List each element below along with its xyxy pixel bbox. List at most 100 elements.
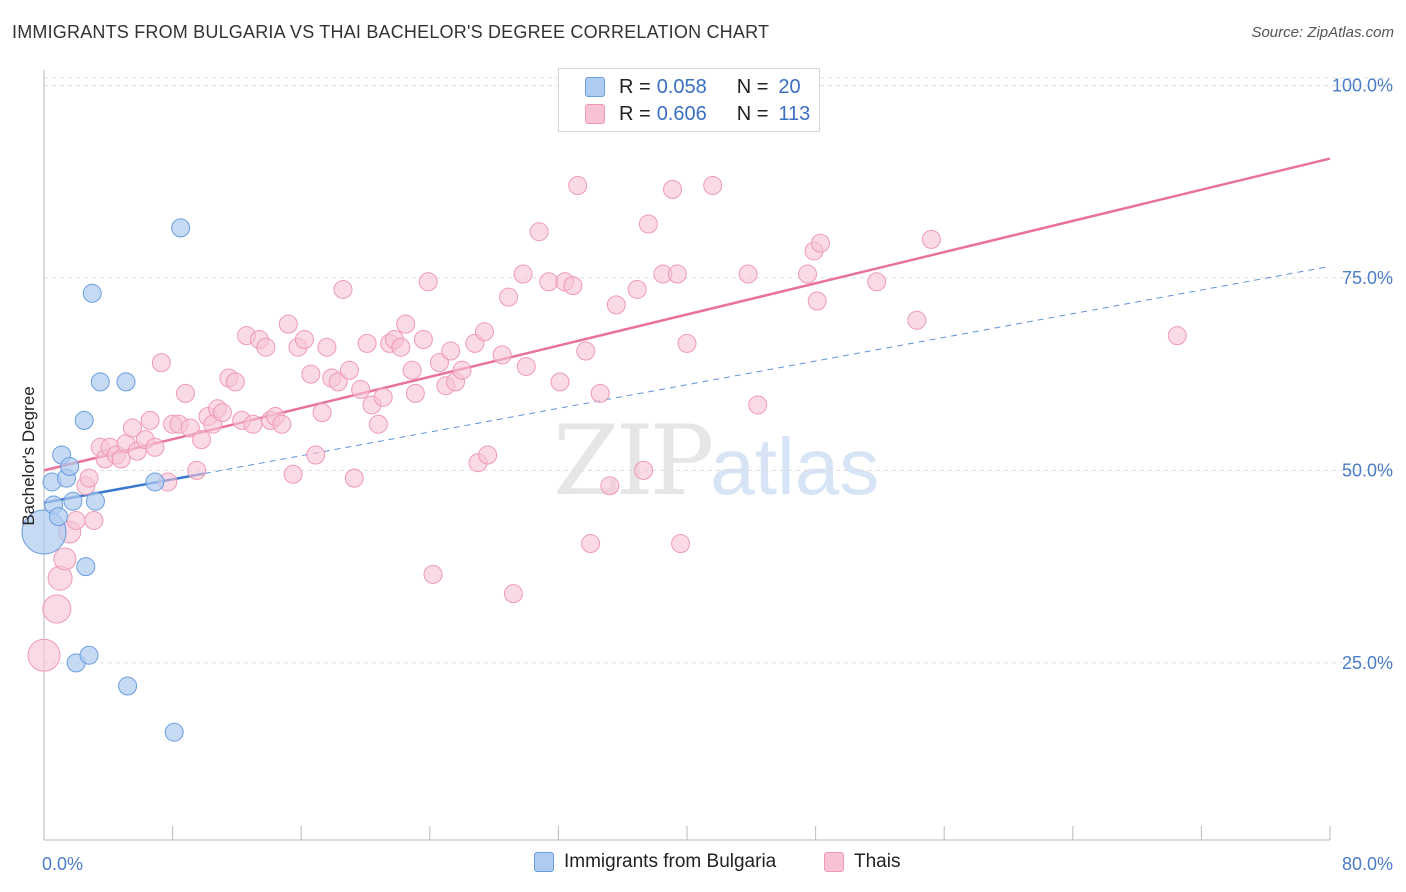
thai-point: [283, 464, 303, 484]
thai-point: [373, 387, 393, 407]
thai-point: [351, 380, 371, 400]
thai-point: [807, 291, 827, 311]
thai-point: [516, 356, 536, 376]
thai-point: [294, 330, 314, 349]
thai-point: [396, 314, 416, 334]
thai-point: [145, 437, 165, 457]
thai-point: [429, 353, 449, 373]
thai-point: [703, 176, 723, 195]
legend-n-value: 20: [778, 75, 801, 98]
watermark-atlas: atlas: [710, 422, 880, 511]
thai-legend-swatch: [824, 852, 844, 872]
bulgaria-trend-extension: [204, 265, 1331, 474]
thai-point: [272, 414, 292, 434]
watermark-zip: ZIP: [553, 405, 714, 517]
thai-point: [581, 534, 601, 554]
thai-point: [423, 564, 443, 584]
chart-title: IMMIGRANTS FROM BULGARIA VS THAI BACHELO…: [12, 22, 770, 42]
thai-point: [798, 264, 818, 284]
thai-point: [53, 547, 77, 571]
legend-r-value: 0.606: [656, 102, 707, 125]
legend-n-label: N =: [736, 102, 769, 125]
axes: [43, 70, 1331, 841]
thai-point: [441, 341, 461, 361]
legend-n-label: N =: [736, 75, 769, 98]
legend-label-thai: Thais: [854, 851, 901, 872]
thai-point: [600, 476, 620, 496]
thai-point: [627, 279, 647, 299]
thai-point: [79, 468, 99, 488]
bulgaria-point: [82, 283, 102, 303]
thai-point: [122, 418, 142, 438]
bulgaria-point: [63, 491, 83, 511]
thai-point: [606, 295, 626, 315]
thai-point: [667, 264, 687, 284]
bulgaria-swatch: [585, 77, 605, 97]
thai-point: [27, 638, 61, 672]
thai-point: [413, 330, 433, 349]
thai-point: [539, 272, 559, 292]
thai-point: [175, 383, 195, 403]
thai-point: [671, 534, 691, 554]
thai-point: [677, 333, 697, 353]
thai-point: [418, 272, 438, 292]
thai-point: [503, 584, 523, 604]
thai-point: [278, 314, 298, 334]
bulgaria-point: [164, 722, 184, 742]
thai-point: [391, 337, 411, 357]
legend-r-value: 0.058: [656, 75, 707, 98]
thai-point: [312, 403, 332, 423]
thai-point: [452, 360, 472, 380]
bulgaria-point: [48, 507, 68, 527]
thai-point: [192, 430, 212, 450]
legend-r-label: R =: [619, 102, 651, 125]
thai-point: [907, 310, 927, 330]
x-tick-label: 0.0%: [42, 854, 83, 874]
thai-point: [357, 333, 377, 353]
bulgaria-point: [145, 472, 165, 492]
bulgaria-legend-swatch: [534, 852, 554, 872]
legend-n-value: 113: [778, 102, 811, 125]
thai-point: [212, 403, 232, 423]
thai-point: [663, 179, 683, 199]
correlation-legend: R = 0.058 N = 20 R = 0.606 N = 113: [558, 68, 820, 132]
thai-point: [328, 372, 348, 392]
thai-point: [402, 360, 422, 380]
tick-labels: 25.0% 50.0% 75.0% 100.0% 0.0% 80.0% Bachelor's…: [19, 75, 1393, 874]
thai-point: [405, 383, 425, 403]
bulgaria-point: [90, 372, 110, 392]
thai-point: [140, 410, 160, 430]
thai-point: [748, 395, 768, 415]
y-tick-label: 75.0%: [1342, 268, 1393, 288]
thai-point: [243, 414, 263, 434]
legend-row-bulgaria: R = 0.058 N = 20: [585, 75, 801, 99]
legend-r-label: R =: [619, 75, 651, 98]
trend-lines: [43, 157, 1331, 504]
bulgaria-point: [74, 410, 94, 430]
thai-point: [499, 287, 519, 307]
thai-point: [568, 176, 588, 195]
y-tick-label: 50.0%: [1342, 460, 1393, 480]
bulgaria-point: [85, 491, 105, 511]
thai-points: [27, 176, 1187, 672]
legend-label-bulgaria: Immigrants from Bulgaria: [564, 851, 777, 872]
bulgaria-points: [21, 218, 191, 742]
thai-point: [478, 445, 498, 465]
source-label: Source: ZipAtlas.com: [1251, 24, 1394, 41]
bulgaria-point: [118, 676, 138, 696]
thai-point: [529, 222, 549, 242]
y-axis-label: Bachelor's Degree: [19, 386, 38, 525]
bulgaria-point: [79, 645, 99, 665]
thai-point: [563, 276, 583, 296]
thai-point: [225, 372, 245, 392]
thai-point: [151, 353, 171, 373]
thai-point: [867, 272, 887, 292]
thai-point: [590, 383, 610, 403]
legend-row-thai: R = 0.606 N = 113: [585, 102, 810, 126]
thai-point: [513, 264, 533, 284]
thai-point: [638, 214, 658, 234]
thai-point: [301, 364, 321, 384]
thai-point: [634, 460, 654, 480]
bulgaria-point: [171, 218, 191, 238]
thai-point: [368, 414, 388, 434]
